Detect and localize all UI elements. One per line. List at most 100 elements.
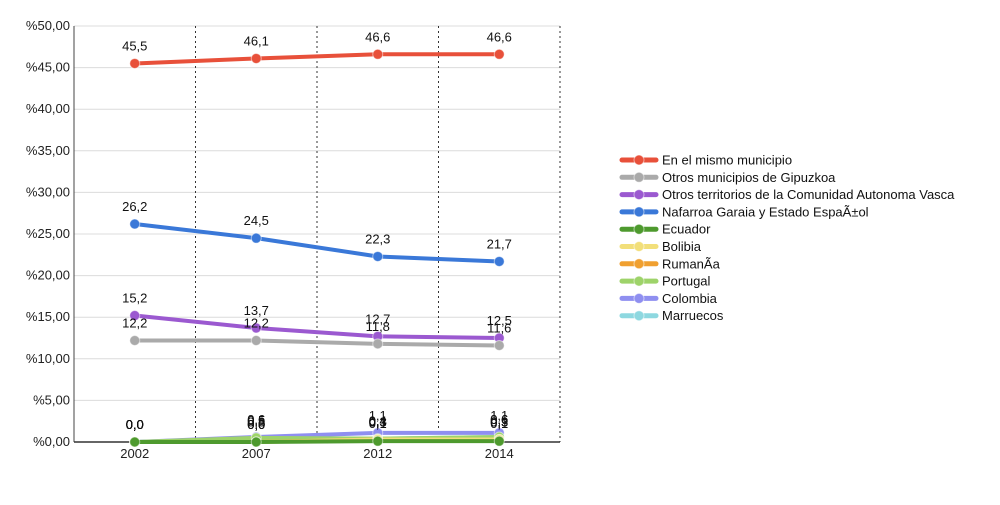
- data-label: 0,0: [126, 417, 144, 432]
- series-line: [132, 439, 502, 444]
- legend-swatch-marker: [633, 310, 645, 322]
- legend-swatch-marker: [633, 241, 645, 252]
- data-label: 0,0: [247, 417, 265, 432]
- data-point[interactable]: [250, 334, 262, 346]
- y-tick-label: %5,00: [33, 392, 70, 407]
- legend-label[interactable]: Otros municipios de Gipuzkoa: [662, 170, 836, 185]
- data-label: 0,0: [126, 417, 144, 432]
- data-point[interactable]: [250, 436, 262, 448]
- data-label: 12,5: [487, 313, 512, 328]
- data-label: 21,7: [487, 236, 512, 251]
- data-point[interactable]: [129, 436, 141, 448]
- data-label: 0,0: [247, 417, 265, 432]
- data-label: 15,2: [122, 291, 147, 306]
- data-label: 0,4: [369, 414, 387, 429]
- data-point[interactable]: [129, 218, 141, 230]
- data-point[interactable]: [129, 334, 141, 346]
- data-label: 12,7: [365, 311, 390, 326]
- data-label: 13,7: [244, 303, 269, 318]
- legend-swatch-marker: [633, 189, 645, 201]
- legend-swatch-marker: [633, 292, 645, 304]
- data-label: 46,6: [365, 29, 390, 44]
- data-label: 1,1: [490, 408, 508, 423]
- x-tick-label: 2007: [242, 446, 271, 461]
- legend-swatch-marker: [633, 171, 645, 183]
- legend-swatch-marker: [633, 206, 645, 218]
- legend-label[interactable]: Otros territorios de la Comunidad Autono…: [662, 187, 955, 202]
- x-tick-label: 2002: [120, 446, 149, 461]
- data-point[interactable]: [250, 232, 262, 244]
- data-label: 46,1: [244, 33, 269, 48]
- data-label: 0,5: [247, 413, 265, 428]
- legend-swatch-marker: [633, 275, 645, 287]
- y-tick-label: %50,00: [26, 18, 70, 33]
- x-tick-label: 2012: [363, 446, 392, 461]
- x-tick-label: 2014: [485, 446, 514, 461]
- data-label: 0,1: [490, 416, 508, 431]
- data-label: 0,3: [247, 415, 265, 430]
- data-label: 11,6: [487, 320, 511, 335]
- data-label: 0,6: [490, 412, 508, 427]
- series-line: [132, 222, 502, 264]
- data-label: 0,0: [126, 417, 144, 432]
- data-label: 0,6: [247, 412, 265, 427]
- data-label: 26,2: [122, 199, 147, 214]
- data-label: 0,0: [126, 417, 144, 432]
- legend-label[interactable]: Marruecos: [662, 308, 724, 323]
- legend-swatch-marker: [633, 223, 645, 235]
- data-label: 1,1: [369, 408, 387, 423]
- legend-label[interactable]: Portugal: [662, 274, 711, 289]
- data-point[interactable]: [250, 52, 262, 64]
- data-point[interactable]: [129, 57, 141, 69]
- y-tick-label: %35,00: [26, 143, 70, 158]
- legend-label[interactable]: Colombia: [662, 291, 718, 306]
- data-label: 22,3: [365, 231, 390, 246]
- data-label: 11,8: [366, 319, 390, 334]
- y-tick-label: %20,00: [26, 268, 70, 283]
- legend-label[interactable]: Bolibia: [662, 239, 702, 254]
- legend-swatch-marker: [633, 154, 645, 166]
- data-label: 0,4: [369, 414, 387, 429]
- data-point[interactable]: [372, 250, 384, 262]
- legend-label[interactable]: Ecuador: [662, 222, 711, 237]
- series-line: [132, 338, 502, 348]
- y-tick-label: %15,00: [26, 309, 70, 324]
- series-line: [132, 52, 502, 66]
- y-tick-label: %45,00: [26, 60, 70, 75]
- legend-label[interactable]: RumanÃ­a: [662, 256, 721, 271]
- data-point[interactable]: [493, 48, 505, 60]
- data-point[interactable]: [372, 338, 384, 350]
- y-tick-label: %0,00: [33, 434, 70, 449]
- data-label: 12,2: [244, 315, 269, 330]
- y-tick-label: %30,00: [26, 184, 70, 199]
- series-line: [132, 313, 502, 340]
- data-point[interactable]: [493, 339, 505, 351]
- data-point[interactable]: [250, 322, 262, 334]
- legend-label[interactable]: En el mismo municipio: [662, 153, 792, 168]
- data-label: 0,3: [490, 415, 508, 430]
- legend-swatch-marker: [633, 258, 645, 270]
- data-label: 0,0: [126, 417, 144, 432]
- data-point[interactable]: [372, 48, 384, 60]
- data-point[interactable]: [372, 435, 384, 447]
- data-label: 12,2: [122, 315, 147, 330]
- data-label: 0,6: [490, 412, 508, 427]
- data-point[interactable]: [493, 255, 505, 267]
- y-tick-label: %10,00: [26, 351, 70, 366]
- y-tick-label: %40,00: [26, 101, 70, 116]
- data-point[interactable]: [129, 310, 141, 322]
- data-label: 0,0: [247, 417, 265, 432]
- data-label: 46,6: [487, 29, 512, 44]
- data-label: 0,3: [369, 415, 387, 430]
- data-label: 0,3: [369, 415, 387, 430]
- data-label: 0,0: [126, 417, 144, 432]
- data-label: 0,3: [490, 415, 508, 430]
- data-label: 24,5: [244, 213, 269, 228]
- data-label: 0,1: [369, 416, 387, 431]
- data-point[interactable]: [493, 435, 505, 447]
- legend-label[interactable]: Nafarroa Garaia y Estado EspaÃ±ol: [662, 204, 869, 219]
- y-tick-label: %25,00: [26, 226, 70, 241]
- data-label: 45,5: [122, 38, 147, 53]
